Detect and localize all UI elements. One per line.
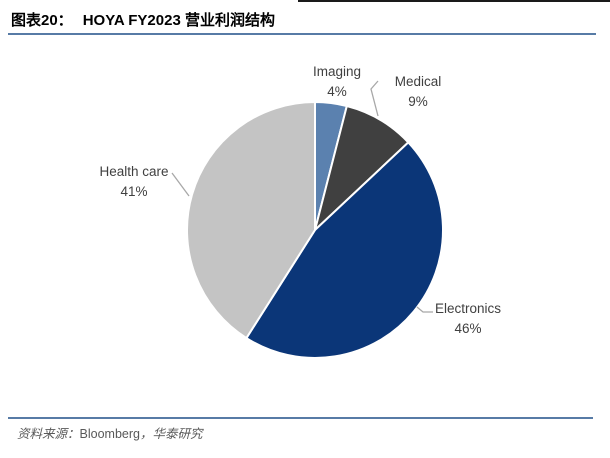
label-electronics-pct: 46%: [454, 320, 482, 336]
label-imaging: Imaging 4%: [313, 62, 361, 101]
source-suffix: ，华泰研究: [139, 426, 203, 441]
figure-title: HOYA FY2023 营业利润结构: [82, 12, 275, 29]
label-imaging-pct: 4%: [327, 83, 347, 99]
leader-health-care: [171, 172, 190, 197]
pie-slice-health-care: [186, 101, 316, 340]
source-divider: [8, 417, 593, 419]
leader-electronics: [416, 306, 433, 313]
label-imaging-name: Imaging: [312, 64, 362, 79]
top-divider: [298, 0, 610, 2]
label-medical-name: Medical: [394, 74, 442, 89]
source-prefix: 资料来源：: [17, 426, 80, 441]
title-underline: [8, 33, 596, 35]
source-bloomberg: Bloomberg: [79, 427, 140, 441]
label-electronics: Electronics 46%: [435, 299, 501, 338]
label-electronics-name: Electronics: [434, 301, 502, 316]
label-medical-pct: 9%: [408, 93, 428, 109]
source-note: 资料来源：Bloomberg，华泰研究: [17, 423, 202, 442]
label-medical: Medical 9%: [395, 72, 442, 111]
figure-header: 图表20： HOYA FY2023 营业利润结构: [11, 9, 275, 30]
pie-slice-electronics: [245, 141, 444, 359]
leader-medical: [370, 80, 379, 117]
label-health-care-pct: 41%: [120, 183, 148, 199]
label-health-care: Health care 41%: [99, 162, 168, 201]
figure-label: 图表20：: [11, 12, 73, 29]
label-health-care-name: Health care: [99, 164, 169, 179]
